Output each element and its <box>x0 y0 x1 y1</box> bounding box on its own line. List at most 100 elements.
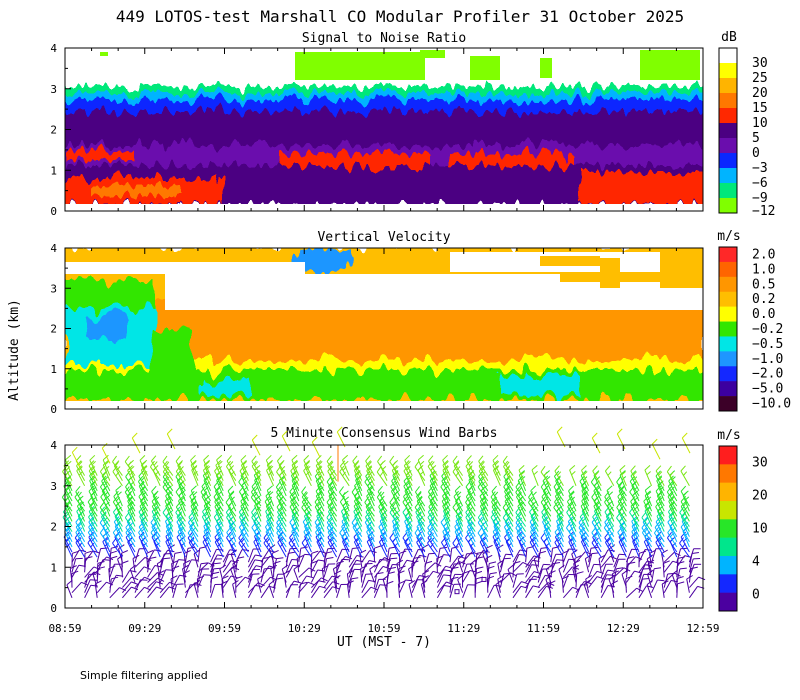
wind-barb-staff <box>581 510 590 527</box>
wind-barb-staff <box>273 574 279 588</box>
wind-barb-flag <box>530 502 535 507</box>
wind-barb-staff <box>540 537 552 553</box>
wind-barb-flag <box>121 560 129 564</box>
wind-barb-staff <box>140 469 149 486</box>
colorbar-label: 0.5 <box>752 277 775 292</box>
wind-barb-flag <box>67 460 72 465</box>
wind-barb-staff <box>138 536 149 553</box>
wind-barb-staff <box>147 581 157 594</box>
y-tick-label: 3 <box>50 282 57 295</box>
wind-barb-staff <box>190 500 199 517</box>
wind-barb-flag <box>518 492 523 497</box>
wind-barb-flag <box>668 511 675 517</box>
wind-barb-flag <box>151 506 158 512</box>
y-tick-label: 2 <box>50 521 57 534</box>
wind-barb-staff <box>666 491 678 507</box>
wind-barb-flag <box>314 516 320 523</box>
wind-barb-flag <box>327 531 333 538</box>
wind-barb-flag <box>469 559 477 565</box>
wind-barb-staff <box>616 481 627 497</box>
wind-barb-staff <box>500 572 511 583</box>
wind-barb-flag <box>611 580 619 585</box>
wind-barb-staff <box>336 584 342 598</box>
wind-barb-flag <box>571 471 576 476</box>
wind-barb-flag <box>144 576 152 581</box>
wind-barb-staff <box>490 517 501 532</box>
wind-barb-staff <box>100 516 111 532</box>
wind-barb-flag <box>121 550 129 554</box>
wind-barb-flag <box>89 454 96 461</box>
wind-barb-staff <box>452 542 464 558</box>
wind-barb-flag <box>131 576 139 581</box>
wind-barb-flag <box>178 495 184 502</box>
wind-barb-flag <box>489 561 497 564</box>
wind-barb-flag <box>100 480 106 488</box>
wind-barb-staff <box>618 536 627 553</box>
wind-barb-flag <box>392 526 399 532</box>
wind-barb-flag <box>584 581 592 585</box>
wind-barb-staff <box>247 574 253 588</box>
wind-barb-staff <box>315 526 325 543</box>
snr-band-red-mid <box>280 153 430 167</box>
wind-barb-staff <box>364 502 375 517</box>
wind-barb-staff <box>653 532 665 548</box>
colorbar-unit: m/s <box>717 428 740 443</box>
wind-barb-staff <box>530 515 539 532</box>
wind-barb-flag <box>314 496 320 503</box>
wind-barb-flag <box>659 486 664 491</box>
wind-barb-staff <box>159 558 164 573</box>
wind-barb-flag <box>456 466 461 471</box>
wind-barb-staff <box>247 548 254 563</box>
wind-barb-flag <box>392 537 397 543</box>
colorbar-swatch <box>719 78 737 94</box>
wind-barb-staff <box>353 495 363 512</box>
wind-barb-flag <box>655 536 661 543</box>
wind-barb-flag <box>317 559 325 562</box>
wind-barb-flag <box>139 455 146 461</box>
wind-barb-staff <box>465 496 476 512</box>
wind-barb-staff <box>172 584 178 598</box>
wind-barb-staff <box>88 511 98 527</box>
wind-barb-staff <box>278 464 287 481</box>
wind-barb-flag <box>607 471 612 476</box>
vv-panel-title: Vertical Velocity <box>317 230 450 245</box>
wind-barb-flag <box>165 486 170 492</box>
wind-barb-staff <box>479 541 489 558</box>
wind-barb-flag <box>581 495 588 502</box>
wind-barb-staff <box>328 495 338 512</box>
wind-barb-staff <box>125 486 136 502</box>
wind-barb-flag <box>268 460 273 466</box>
wind-barb-staff <box>618 541 627 558</box>
wind-barb-staff <box>427 532 438 548</box>
wind-barb-flag <box>661 549 668 554</box>
wind-barb-staff <box>437 581 447 594</box>
wind-barb-staff <box>562 559 570 573</box>
wind-barb-flag <box>216 454 223 461</box>
wind-barb-staff <box>655 521 665 537</box>
wind-barb-flag <box>92 550 100 554</box>
wind-barb-staff <box>515 512 527 527</box>
wind-barb-staff <box>644 469 653 486</box>
wind-barb-flag <box>317 569 325 572</box>
wind-barb-staff <box>588 553 593 568</box>
wind-barb-staff <box>238 516 249 532</box>
wind-barb-staff <box>151 526 161 543</box>
wind-barb-staff <box>638 560 648 573</box>
wind-barb-flag <box>456 496 461 502</box>
wind-barb-flag <box>519 532 524 537</box>
wind-barb-staff <box>149 466 161 481</box>
y-tick-label: 1 <box>50 164 57 177</box>
colorbar-label: 0 <box>752 146 760 161</box>
wind-barb-staff <box>247 565 257 578</box>
wind-barb-flag <box>454 526 461 532</box>
wind-barb-staff <box>453 465 464 481</box>
wind-barb-flag <box>116 466 121 471</box>
wind-barb-staff <box>600 574 608 588</box>
wind-barb-staff <box>512 562 524 573</box>
x-tick-label: 09:59 <box>208 622 241 635</box>
colorbar-swatch <box>719 108 737 124</box>
wind-barb-staff <box>151 501 161 517</box>
wind-barb-flag <box>608 574 615 580</box>
wind-barb-staff <box>469 564 476 578</box>
